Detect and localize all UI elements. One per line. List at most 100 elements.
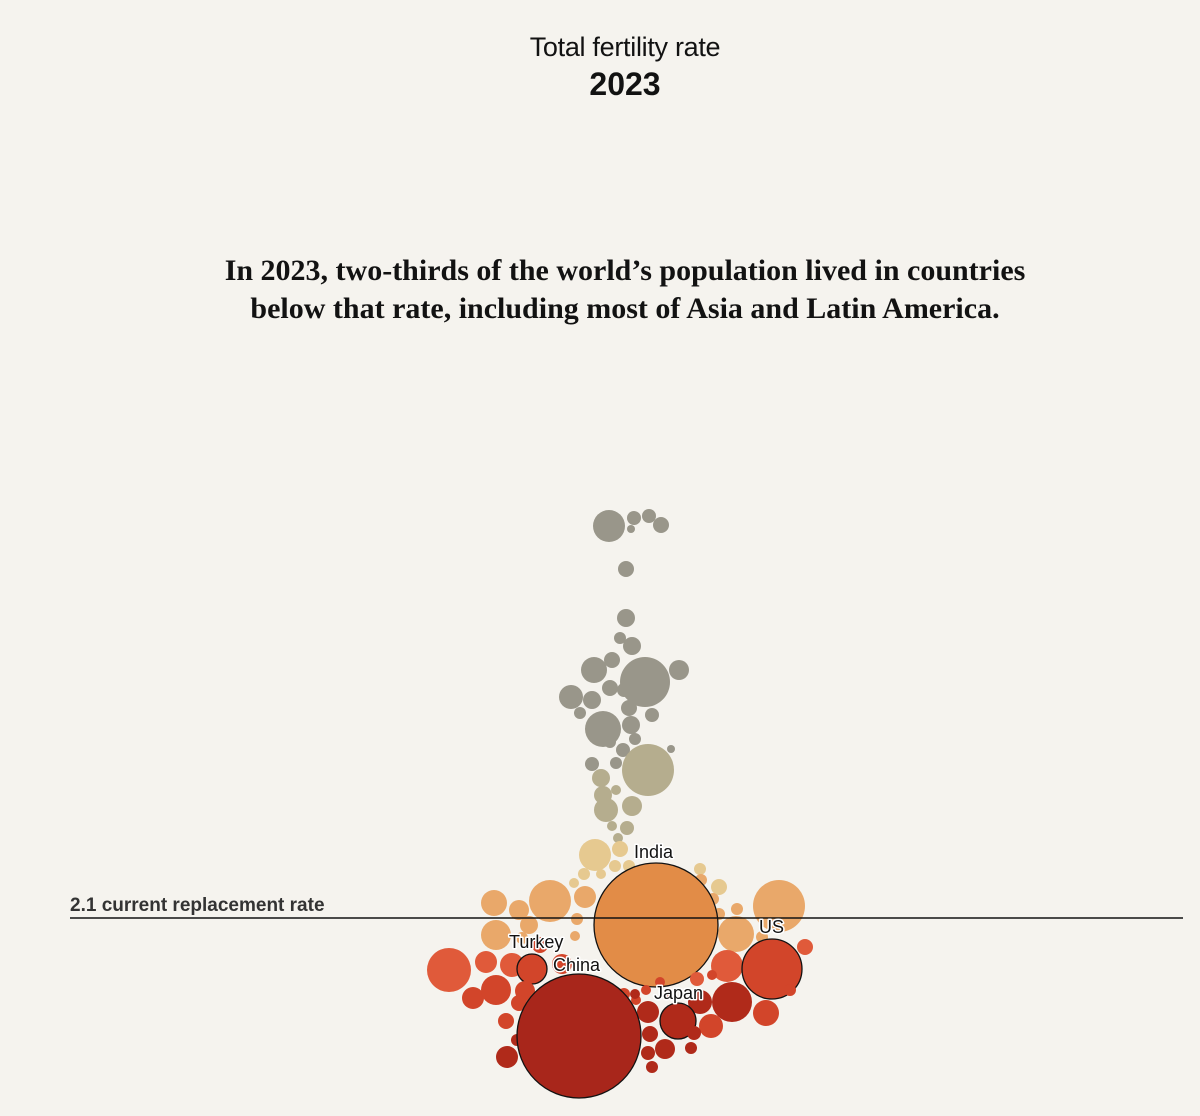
country-bubble (559, 685, 583, 709)
country-bubble (655, 1039, 675, 1059)
country-bubble (685, 1042, 697, 1054)
country-bubble (475, 951, 497, 973)
country-bubble (718, 916, 754, 952)
country-bubble (655, 977, 665, 987)
year-label: 2023 (589, 66, 661, 102)
country-bubble (642, 509, 656, 523)
country-bubble (621, 700, 637, 716)
country-bubble (607, 821, 617, 831)
country-bubble (663, 990, 673, 1000)
country-label-india: India (634, 842, 674, 862)
country-bubble (594, 798, 618, 822)
country-bubble (611, 785, 621, 795)
country-bubble (609, 860, 621, 872)
country-bubble (618, 561, 634, 577)
country-bubble (620, 821, 634, 835)
country-bubble (616, 743, 630, 757)
country-bubble (481, 975, 511, 1005)
country-bubble (427, 948, 471, 992)
country-bubble (646, 1061, 658, 1073)
country-bubble (571, 913, 583, 925)
country-bubble (516, 932, 528, 944)
chart-title: Total fertility rate (529, 32, 721, 62)
country-bubble (623, 637, 641, 655)
country-bubble (592, 769, 610, 787)
country-label-turkey: Turkey (509, 932, 563, 952)
country-bubble (694, 863, 706, 875)
country-bubble (641, 985, 651, 995)
country-bubble (641, 1046, 655, 1060)
country-bubble (712, 982, 752, 1022)
country-bubble (481, 890, 507, 916)
country-bubble (753, 1000, 779, 1026)
country-bubble (667, 745, 675, 753)
country-bubble (620, 657, 670, 707)
country-bubble (707, 970, 717, 980)
subtitle-line-2: below that rate, including most of Asia … (250, 292, 1000, 325)
country-bubble (578, 868, 590, 880)
country-label-us: US (759, 917, 784, 937)
country-bubble (627, 511, 641, 525)
country-bubble (613, 833, 623, 843)
country-bubble (645, 708, 659, 722)
country-bubble (585, 757, 599, 771)
country-label-china: China (553, 955, 601, 975)
country-bubble (498, 1013, 514, 1029)
country-bubble (617, 683, 631, 697)
country-bubble (699, 1014, 723, 1038)
country-bubble (612, 841, 628, 857)
country-bubble (509, 900, 529, 920)
country-bubble (511, 995, 527, 1011)
country-bubble (653, 517, 669, 533)
subtitle-line-1: In 2023, two-thirds of the world’s popul… (224, 254, 1026, 287)
country-bubble (731, 903, 743, 915)
country-bubble (690, 972, 704, 986)
country-bubble (596, 869, 606, 879)
country-bubble (630, 989, 640, 999)
country-bubble (659, 1002, 697, 1040)
country-bubble (627, 525, 635, 533)
chart-subtitle: In 2023, two-thirds of the world’s popul… (160, 252, 1090, 328)
country-bubble (604, 736, 616, 748)
country-label-japan: Japan (654, 983, 703, 1003)
country-bubble (532, 937, 548, 953)
country-bubble (583, 691, 601, 709)
country-bubble (516, 953, 548, 985)
country-bubble (593, 510, 625, 542)
country-bubble (642, 1026, 658, 1042)
country-bubble (602, 680, 618, 696)
country-bubble (462, 987, 484, 1009)
country-bubble (797, 939, 813, 955)
country-bubble (529, 880, 571, 922)
country-bubble (629, 733, 641, 745)
country-bubble (520, 916, 538, 934)
country-bubble (617, 609, 635, 627)
country-bubble (581, 657, 607, 683)
country-bubble (481, 920, 511, 950)
country-bubble (622, 744, 674, 796)
country-bubble (741, 938, 803, 1000)
country-bubble (496, 1046, 518, 1068)
country-bubble (552, 954, 572, 974)
country-bubble (784, 984, 796, 996)
country-bubble (753, 880, 805, 932)
chart-header: Total fertility rate 2023 (0, 30, 1200, 104)
country-bubble (687, 1026, 701, 1040)
country-bubble (570, 931, 580, 941)
country-bubble (610, 757, 622, 769)
country-bubble (579, 839, 611, 871)
country-bubble (711, 950, 743, 982)
country-bubble (574, 707, 586, 719)
country-bubble (622, 716, 640, 734)
country-bubble (688, 990, 712, 1014)
replacement-rate-label: 2.1 current replacement rate (70, 895, 325, 916)
country-bubble (604, 652, 620, 668)
country-bubble (622, 796, 642, 816)
country-bubble (669, 660, 689, 680)
country-bubble (569, 878, 579, 888)
country-bubble (711, 879, 727, 895)
country-bubble (637, 1001, 659, 1023)
country-labels: India China US Turkey Japan (508, 841, 786, 1005)
country-bubble (593, 862, 719, 988)
